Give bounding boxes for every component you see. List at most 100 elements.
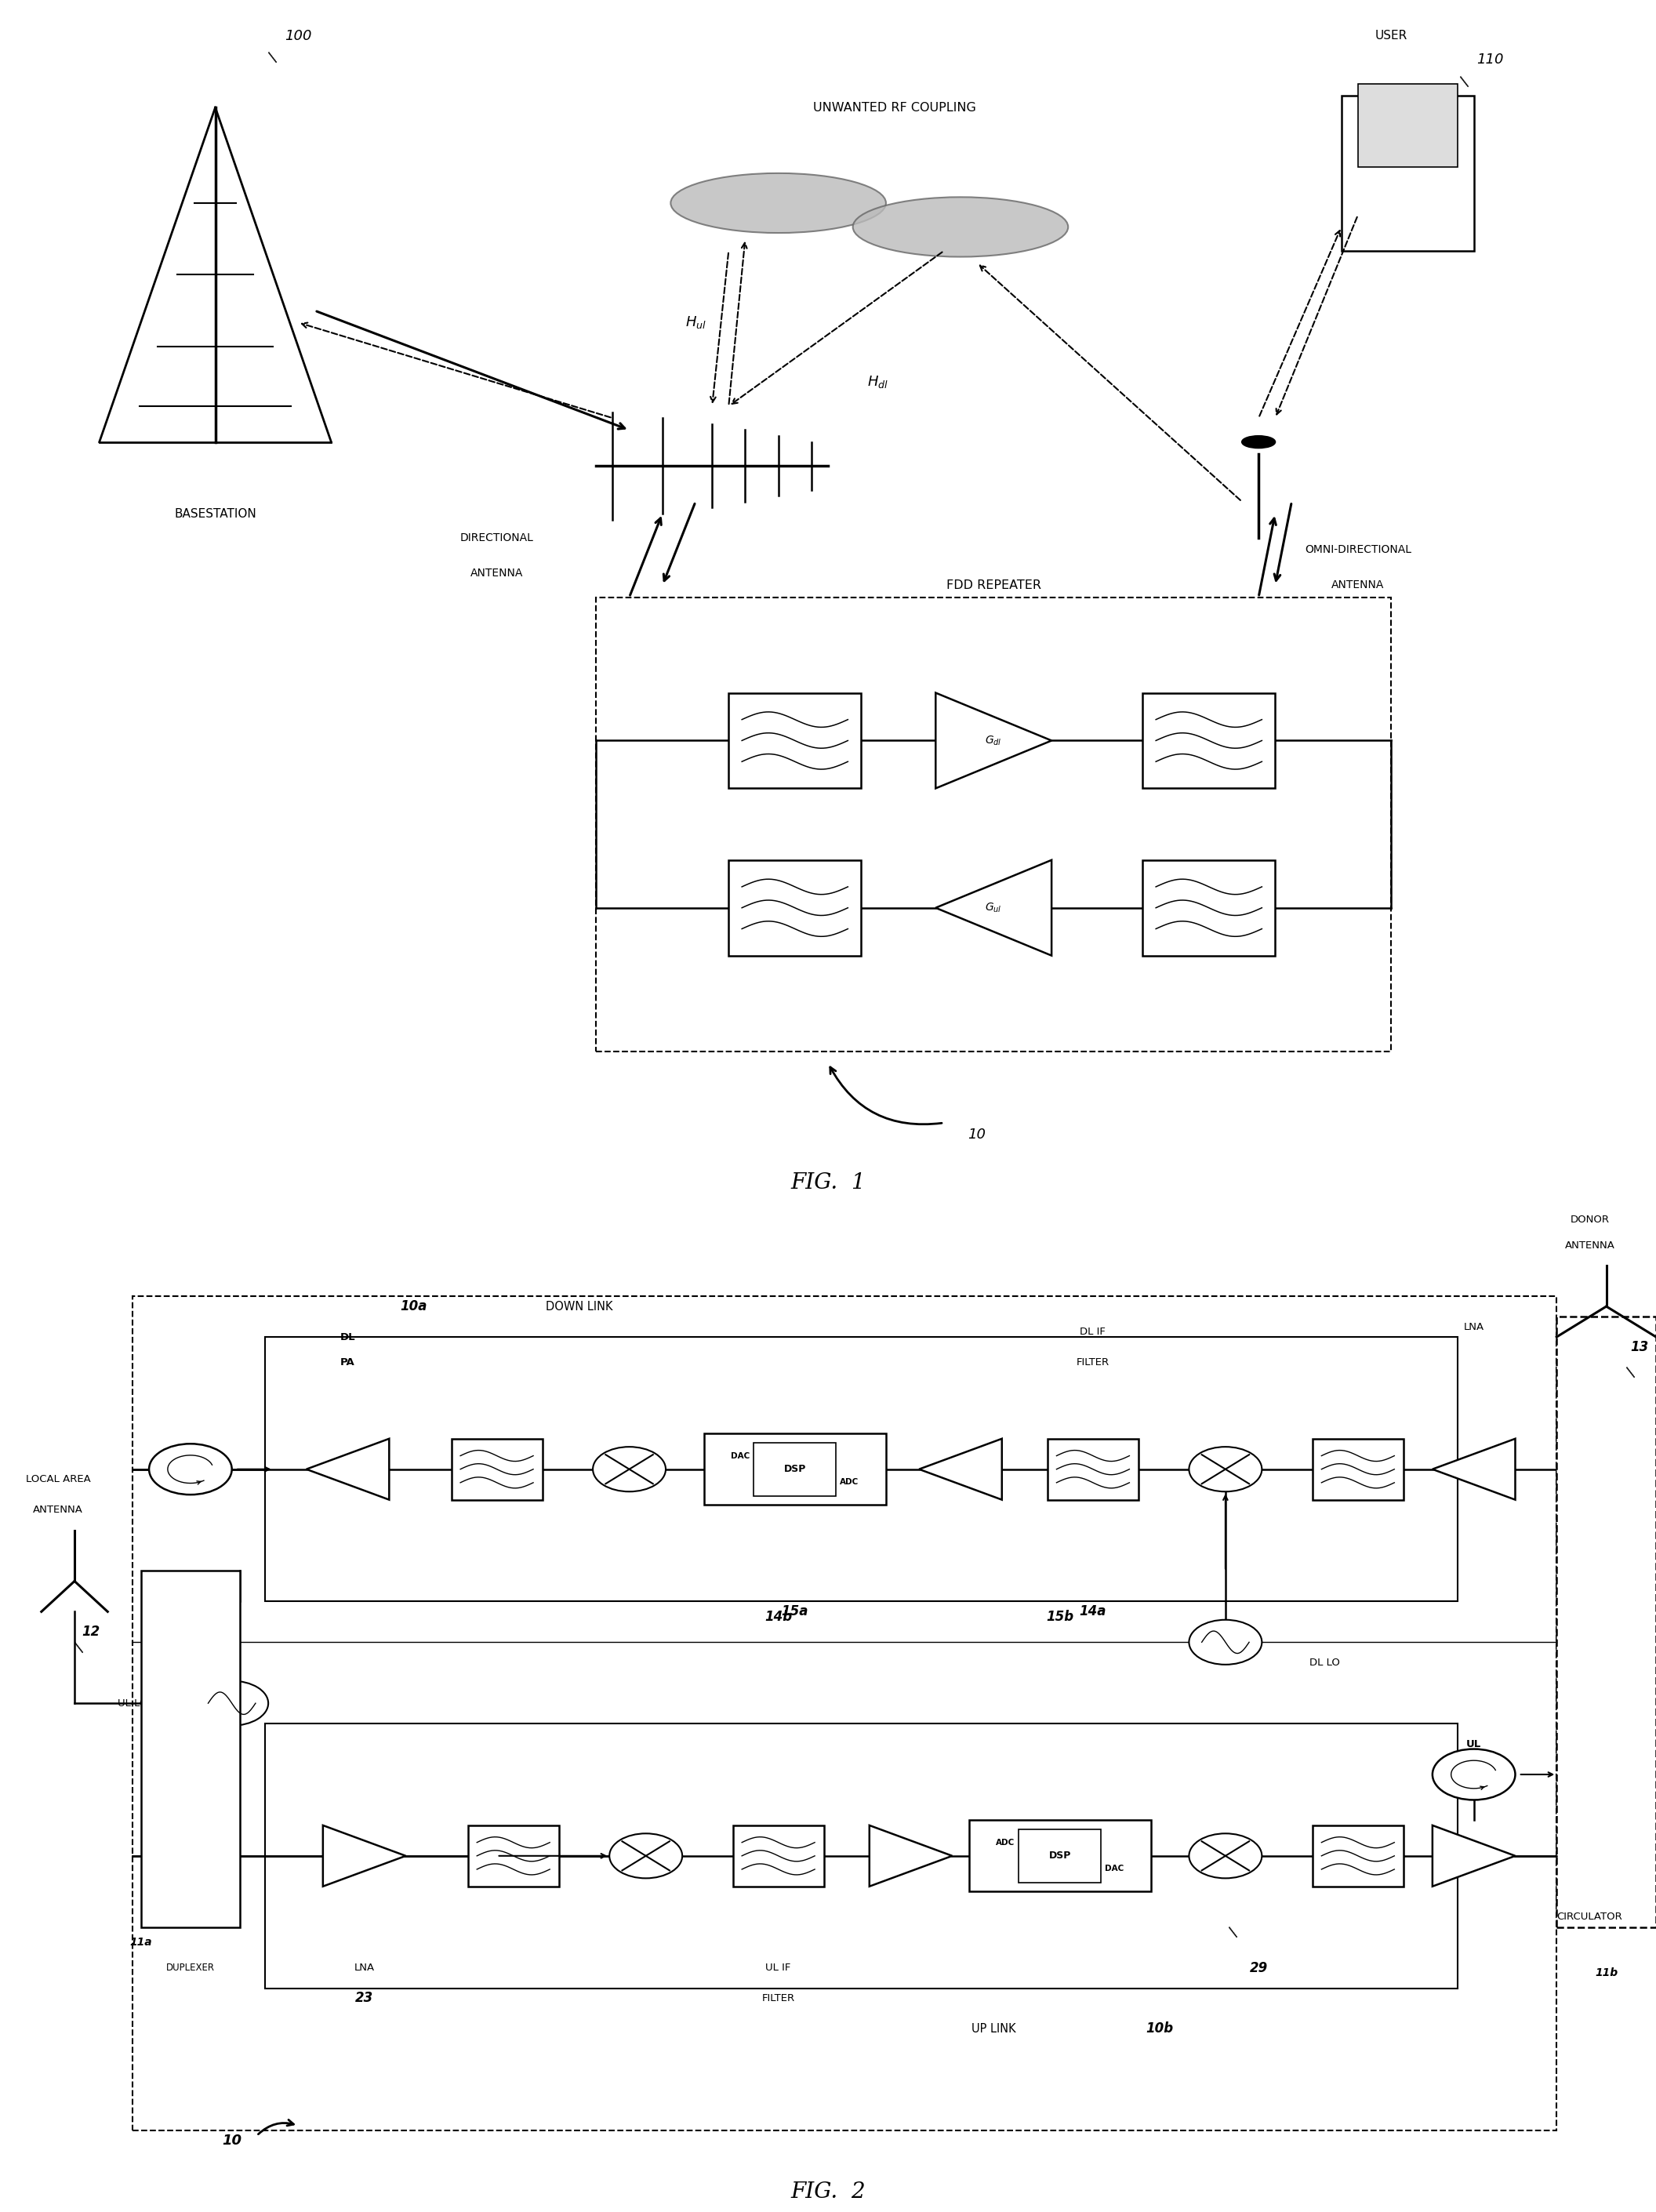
Text: 100: 100: [285, 29, 311, 42]
Bar: [265, 1336, 1457, 1601]
Bar: [1143, 692, 1275, 787]
Text: DUPLEXER: DUPLEXER: [166, 1962, 215, 1973]
Text: 15a: 15a: [782, 1604, 808, 1619]
Text: ANTENNA: ANTENNA: [470, 568, 523, 580]
Text: 29: 29: [1249, 1960, 1268, 1975]
Text: 10a: 10a: [401, 1298, 427, 1314]
Text: DSP: DSP: [783, 1464, 806, 1475]
Text: /: /: [71, 1641, 88, 1655]
Circle shape: [593, 1447, 666, 1491]
Text: 10: 10: [969, 1128, 985, 1141]
Circle shape: [1189, 1834, 1262, 1878]
Text: 12: 12: [81, 1626, 101, 1639]
Polygon shape: [1432, 1438, 1515, 1500]
Bar: [1312, 1825, 1404, 1887]
Bar: [969, 1820, 1151, 1891]
Text: 11b: 11b: [1595, 1966, 1618, 1978]
Text: FILTER: FILTER: [762, 1993, 795, 2004]
Ellipse shape: [1242, 436, 1275, 447]
Ellipse shape: [853, 197, 1068, 257]
Text: $G_{ul}$: $G_{ul}$: [985, 900, 1002, 914]
Bar: [469, 1825, 558, 1887]
Text: LNA: LNA: [354, 1962, 374, 1973]
Text: CIRCULATOR: CIRCULATOR: [1557, 1911, 1623, 1922]
Ellipse shape: [671, 173, 886, 232]
Text: /: /: [1225, 1927, 1242, 1938]
Bar: [141, 1571, 240, 1927]
Text: UL: UL: [1466, 1739, 1482, 1750]
Bar: [1341, 95, 1474, 250]
Bar: [1557, 1316, 1656, 1927]
Text: 11a: 11a: [129, 1938, 152, 1949]
Text: PA: PA: [341, 1358, 354, 1367]
Text: ADC: ADC: [840, 1478, 859, 1486]
Text: UL LO: UL LO: [118, 1699, 147, 1708]
Circle shape: [1432, 1750, 1515, 1801]
Polygon shape: [919, 1438, 1002, 1500]
Circle shape: [1189, 1447, 1262, 1491]
Text: DAC: DAC: [1105, 1865, 1124, 1874]
Text: DOWN LINK: DOWN LINK: [546, 1301, 613, 1312]
Text: 110: 110: [1477, 53, 1504, 66]
Text: DL: DL: [339, 1332, 356, 1343]
Polygon shape: [936, 860, 1052, 956]
Text: /: /: [1457, 75, 1474, 88]
Circle shape: [609, 1834, 682, 1878]
Text: DL LO: DL LO: [1310, 1657, 1340, 1668]
Text: ANTENNA: ANTENNA: [1331, 580, 1384, 591]
Bar: [1018, 1829, 1101, 1882]
Bar: [753, 1442, 836, 1495]
Polygon shape: [1432, 1825, 1515, 1887]
Bar: [729, 692, 861, 787]
Text: FDD REPEATER: FDD REPEATER: [946, 580, 1042, 591]
Bar: [450, 1438, 542, 1500]
Text: USER: USER: [1374, 31, 1408, 42]
Text: DAC: DAC: [730, 1453, 750, 1460]
Text: 23: 23: [354, 1991, 374, 2006]
Bar: [265, 1723, 1457, 1989]
Text: PA: PA: [1467, 1770, 1480, 1781]
Text: $H_{dl}$: $H_{dl}$: [868, 374, 888, 389]
Text: DIRECTIONAL: DIRECTIONAL: [460, 533, 533, 542]
Text: 10b: 10b: [1146, 2022, 1172, 2035]
Text: UNWANTED RF COUPLING: UNWANTED RF COUPLING: [813, 102, 975, 113]
Text: $G_{dl}$: $G_{dl}$: [985, 734, 1002, 748]
Text: BASESTATION: BASESTATION: [174, 509, 257, 520]
Polygon shape: [869, 1825, 952, 1887]
Polygon shape: [306, 1438, 389, 1500]
Bar: [729, 860, 861, 956]
Text: 14b: 14b: [765, 1610, 792, 1624]
Text: UP LINK: UP LINK: [972, 2024, 1015, 2035]
Text: $H_{ul}$: $H_{ul}$: [686, 314, 705, 330]
Text: ANTENNA: ANTENNA: [33, 1504, 83, 1515]
Text: LOCAL AREA: LOCAL AREA: [25, 1473, 91, 1484]
Text: 15b: 15b: [1047, 1610, 1073, 1624]
Text: DONOR: DONOR: [1570, 1214, 1610, 1225]
Bar: [1048, 1438, 1139, 1500]
Text: 13: 13: [1630, 1340, 1649, 1354]
Text: /: /: [265, 51, 282, 64]
Bar: [596, 597, 1391, 1051]
Polygon shape: [323, 1825, 406, 1887]
Text: /: /: [1623, 1367, 1639, 1378]
Text: FIG.  1: FIG. 1: [790, 1172, 866, 1192]
Text: 10: 10: [222, 2135, 242, 2148]
Bar: [132, 1296, 1557, 2130]
Circle shape: [195, 1681, 268, 1725]
Text: FIG.  2: FIG. 2: [790, 2181, 866, 2203]
Text: FILTER: FILTER: [1076, 1358, 1110, 1367]
Text: LNA: LNA: [1464, 1321, 1484, 1332]
Text: UL IF: UL IF: [765, 1962, 792, 1973]
Text: OMNI-DIRECTIONAL: OMNI-DIRECTIONAL: [1305, 544, 1411, 555]
Circle shape: [149, 1444, 232, 1495]
Bar: [734, 1825, 825, 1887]
Bar: [1312, 1438, 1404, 1500]
Text: DSP: DSP: [1048, 1851, 1071, 1860]
Text: ANTENNA: ANTENNA: [1565, 1241, 1615, 1250]
Bar: [1143, 860, 1275, 956]
Bar: [1358, 84, 1457, 168]
Bar: [704, 1433, 886, 1504]
Polygon shape: [936, 692, 1052, 787]
Text: ADC: ADC: [995, 1838, 1015, 1847]
Text: 14a: 14a: [1080, 1604, 1106, 1619]
